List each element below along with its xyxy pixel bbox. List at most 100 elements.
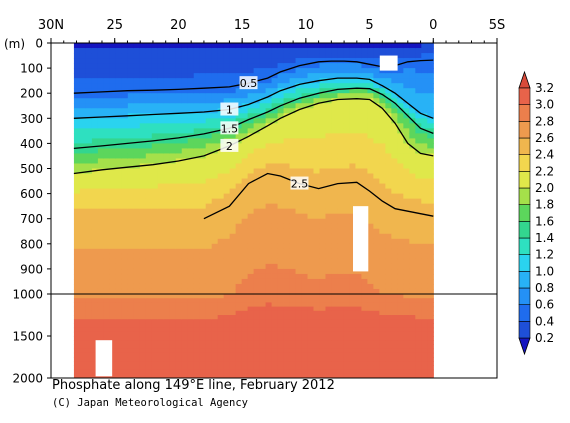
section-cell: [199, 361, 207, 366]
section-cell: [157, 138, 165, 144]
section-cell: [403, 365, 410, 371]
section-cell: [349, 357, 357, 362]
section-cell: [229, 365, 237, 371]
section-cell: [109, 203, 117, 210]
section-cell: [337, 133, 345, 139]
section-cell: [283, 68, 291, 74]
section-cell: [379, 213, 386, 220]
section-cell: [151, 133, 159, 139]
section-cell: [295, 373, 303, 378]
section-cell: [409, 357, 416, 362]
section-cell: [247, 208, 255, 215]
section-cell: [283, 319, 291, 324]
section-cell: [163, 357, 171, 362]
colorbar-label: 2.0: [535, 181, 554, 195]
section-cell: [391, 188, 398, 195]
section-cell: [121, 93, 129, 99]
section-cell: [133, 340, 141, 345]
section-cell: [217, 369, 225, 375]
section-cell: [199, 148, 207, 155]
section-cell: [319, 68, 327, 74]
section-cell: [127, 352, 135, 358]
section-cell: [349, 268, 357, 275]
section-cell: [193, 168, 201, 175]
section-cell: [367, 138, 374, 144]
section-cell: [217, 88, 225, 94]
section-cell: [367, 288, 374, 295]
section-cell: [145, 223, 153, 230]
section-cell: [331, 178, 339, 185]
section-cell: [151, 93, 159, 99]
section-cell: [295, 143, 303, 150]
section-cell: [427, 361, 434, 366]
section-cell: [115, 218, 123, 225]
section-cell: [271, 148, 279, 155]
section-cell: [247, 173, 255, 180]
section-cell: [307, 98, 315, 104]
section-cell: [295, 361, 303, 366]
section-cell: [229, 238, 237, 245]
section-cell: [91, 43, 99, 49]
section-cell: [205, 118, 213, 124]
section-cell: [289, 58, 297, 64]
section-cell: [385, 198, 392, 205]
section-cell: [343, 193, 351, 200]
section-cell: [127, 361, 135, 366]
section-cell: [421, 319, 428, 324]
section-cell: [283, 263, 291, 270]
section-cell: [349, 203, 357, 210]
contour-label: 1: [226, 104, 233, 117]
colorbar-over-arrow: [518, 70, 531, 89]
section-cell: [223, 213, 231, 220]
section-cell: [235, 78, 243, 84]
section-cell: [175, 218, 183, 225]
section-cell: [289, 340, 297, 345]
section-cell: [139, 283, 147, 290]
section-cell: [139, 331, 147, 337]
section-cell: [421, 213, 428, 220]
section-cell: [133, 288, 141, 295]
section-cell: [283, 198, 291, 205]
section-cell: [343, 88, 351, 94]
section-cell: [115, 273, 123, 280]
section-cell: [361, 98, 369, 104]
section-cell: [175, 168, 183, 175]
section-cell: [169, 357, 177, 362]
section-cell: [259, 48, 267, 54]
section-cell: [175, 133, 183, 139]
section-cell: [379, 352, 386, 358]
section-cell: [421, 163, 428, 170]
section-cell: [277, 188, 285, 195]
section-cell: [313, 73, 321, 79]
section-cell: [211, 331, 219, 337]
section-cell: [367, 88, 374, 94]
section-cell: [337, 98, 345, 104]
section-cell: [325, 278, 333, 285]
section-cell: [349, 58, 357, 64]
section-cell: [271, 319, 279, 324]
section-cell: [313, 98, 321, 104]
section-cell: [265, 168, 273, 175]
section-cell: [145, 103, 153, 109]
section-cell: [379, 168, 386, 175]
section-cell: [79, 323, 87, 329]
section-cell: [319, 323, 327, 329]
section-cell: [247, 53, 255, 59]
section-cell: [103, 294, 111, 299]
section-cell: [241, 158, 249, 165]
section-cell: [187, 178, 195, 185]
section-cell: [151, 68, 159, 74]
section-cell: [427, 163, 434, 170]
section-cell: [259, 158, 267, 165]
section-cell: [163, 306, 171, 312]
section-cell: [175, 223, 183, 230]
section-cell: [409, 143, 416, 150]
section-cell: [181, 248, 189, 255]
section-cell: [163, 302, 171, 308]
section-cell: [79, 348, 87, 354]
section-cell: [229, 58, 237, 64]
section-cell: [349, 108, 357, 114]
section-cell: [379, 113, 386, 119]
section-cell: [241, 43, 249, 49]
section-cell: [271, 248, 279, 255]
